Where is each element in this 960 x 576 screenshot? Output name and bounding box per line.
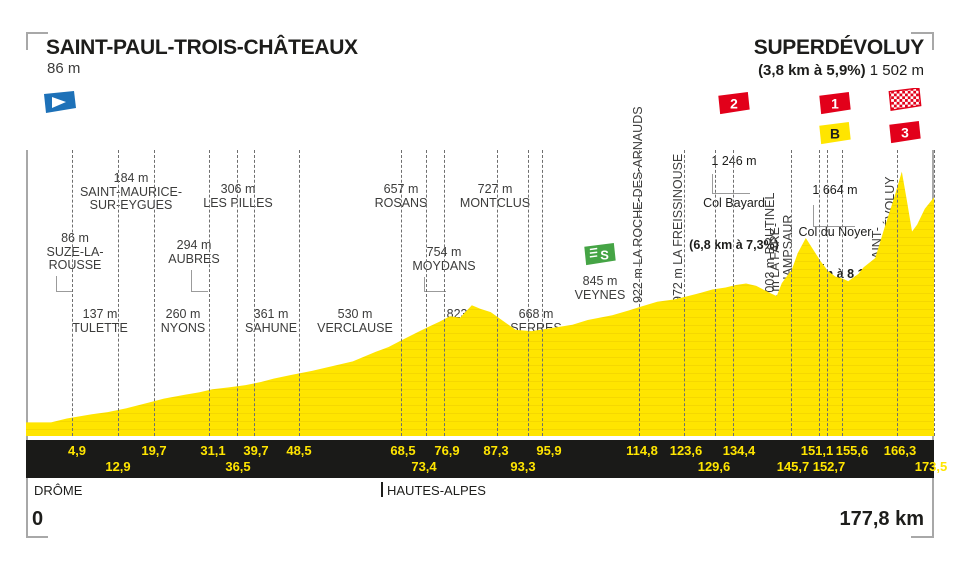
km-indicator-line bbox=[842, 150, 843, 436]
km-indicator-line bbox=[401, 150, 402, 436]
km-marker-label: 155,6 bbox=[835, 443, 869, 458]
km-marker-label: 145,7 bbox=[776, 459, 810, 474]
climb-gradient: (6,8 km à 7,3%) bbox=[689, 238, 779, 252]
svg-text:3: 3 bbox=[901, 125, 909, 141]
departement-separator bbox=[381, 482, 383, 497]
km-marker-label: 93,3 bbox=[510, 459, 536, 474]
climb-category-flag-2: 2 bbox=[717, 92, 751, 116]
town-label-aubres: 294 m AUBRES bbox=[168, 238, 220, 266]
km-indicator-line bbox=[715, 150, 716, 436]
town-label-nyons: 260 m NYONS bbox=[160, 307, 206, 335]
km-marker-label: 173,5 bbox=[914, 459, 948, 474]
leader-line-col-du-noyer bbox=[813, 205, 855, 227]
km-marker-label: 87,3 bbox=[483, 443, 509, 458]
start-altitude: 86 m bbox=[47, 60, 81, 77]
elevation-profile bbox=[26, 150, 934, 436]
km-marker-label: 4,9 bbox=[67, 443, 87, 458]
leader-line-moydans bbox=[424, 277, 446, 292]
frame-top-right-vertical bbox=[932, 32, 934, 50]
km-marker-label: 134,4 bbox=[722, 443, 756, 458]
town-label-montclus: 727 m MONTCLUS bbox=[459, 182, 531, 210]
climb-name: Col Bayard bbox=[703, 196, 765, 210]
km-marker-label: 19,7 bbox=[141, 443, 167, 458]
climb-category-flag-1: 1 bbox=[818, 92, 852, 116]
climb-category-flag-3: 3 bbox=[888, 121, 922, 145]
km-marker-label: 39,7 bbox=[243, 443, 269, 458]
start-distance-value: 0 bbox=[32, 508, 44, 530]
frame-top-left-vertical bbox=[26, 32, 28, 50]
km-indicator-line bbox=[791, 150, 792, 436]
km-indicator-line bbox=[733, 150, 734, 436]
km-marker-label: 76,9 bbox=[434, 443, 460, 458]
km-indicator-line bbox=[426, 150, 427, 436]
km-indicator-line bbox=[897, 150, 898, 436]
km-marker-label: 166,3 bbox=[883, 443, 917, 458]
svg-text:1: 1 bbox=[831, 96, 839, 112]
leader-line-suze-la-rousse bbox=[56, 276, 73, 292]
km-indicator-line bbox=[639, 150, 640, 436]
finish-climb-detail: (3,8 km à 5,9%) bbox=[758, 62, 866, 79]
km-indicator-line bbox=[934, 150, 935, 436]
finish-city-title: SUPERDÉVOLUY bbox=[753, 36, 925, 59]
km-indicator-line bbox=[299, 150, 300, 436]
km-indicator-line bbox=[819, 150, 820, 436]
climb-altitude: 1 246 m bbox=[711, 154, 757, 168]
km-marker-label: 95,9 bbox=[536, 443, 562, 458]
leader-line-aubres bbox=[191, 270, 208, 292]
km-indicator-line bbox=[154, 150, 155, 436]
km-marker-label: 152,7 bbox=[812, 459, 846, 474]
svg-text:S: S bbox=[600, 248, 609, 263]
departement-label-hautes-alpes: HAUTES-ALPES bbox=[387, 483, 486, 498]
km-indicator-line bbox=[827, 150, 828, 436]
km-indicator-line bbox=[684, 150, 685, 436]
km-marker-label: 36,5 bbox=[225, 459, 251, 474]
km-marker-label: 68,5 bbox=[390, 443, 416, 458]
km-marker-label: 123,6 bbox=[669, 443, 703, 458]
km-marker-label: 12,9 bbox=[105, 459, 131, 474]
km-marker-label: 129,6 bbox=[697, 459, 731, 474]
climb-altitude: 1 664 m bbox=[812, 183, 858, 197]
km-indicator-line bbox=[497, 150, 498, 436]
km-indicator-line bbox=[72, 150, 73, 436]
intermediate-sprint-icon: S bbox=[583, 243, 617, 267]
km-indicator-line bbox=[118, 150, 119, 436]
town-label-sahune: 361 m SAHUNE bbox=[244, 307, 298, 335]
frame-top-left-horizontal bbox=[26, 32, 48, 34]
finish-altitude: 1 502 m bbox=[869, 62, 924, 79]
town-label-tulette: 137 m TULETTE bbox=[72, 307, 128, 335]
departement-label-drome: DRÔME bbox=[34, 483, 83, 498]
finish-subtitle: (3,8 km à 5,9%) 1 502 m bbox=[758, 62, 924, 79]
town-label-veynes: 845 m VEYNES bbox=[574, 274, 626, 302]
km-indicator-line bbox=[528, 150, 529, 436]
km-indicator-line bbox=[237, 150, 238, 436]
km-marker-label: 151,1 bbox=[800, 443, 834, 458]
leader-line-col-bayard bbox=[712, 174, 750, 194]
start-flag-icon bbox=[42, 90, 78, 116]
frame-top-right-horizontal bbox=[911, 32, 933, 34]
total-distance-value: 177,8 km bbox=[839, 508, 924, 530]
frame-bottom-right bbox=[911, 536, 933, 538]
distance-bar: 4,9 12,9 19,7 31,1 36,5 39,7 48,5 68,5 73,4 76,9 8… bbox=[26, 440, 947, 478]
svg-text:B: B bbox=[830, 126, 840, 142]
town-label-suze-la-rousse: 86 m SUZE-LA- ROUSSE bbox=[46, 231, 104, 272]
km-indicator-line bbox=[444, 150, 445, 436]
km-marker-label: 114,8 bbox=[626, 443, 658, 458]
km-marker-label: 73,4 bbox=[411, 459, 437, 474]
km-indicator-line bbox=[542, 150, 543, 436]
km-indicator-line bbox=[209, 150, 210, 436]
km-marker-label: 31,1 bbox=[200, 443, 226, 458]
bonus-points-flag-b: B bbox=[818, 122, 852, 146]
town-label-verclause: 530 m VERCLAUSE bbox=[317, 307, 393, 335]
frame-bottom-left bbox=[26, 536, 48, 538]
checkered-finish-flag-icon bbox=[888, 88, 922, 112]
start-city-title: SAINT-PAUL-TROIS-CHÂTEAUX bbox=[46, 36, 358, 59]
climb-label-col-bayard: 1 246 m Col Bayard (6,8 km à 7,3%) bbox=[689, 126, 779, 280]
frame-left-vertical bbox=[26, 150, 28, 538]
svg-text:2: 2 bbox=[730, 96, 738, 112]
km-indicator-line bbox=[254, 150, 255, 436]
km-marker-label: 48,5 bbox=[286, 443, 312, 458]
climb-name: Col du Noyer bbox=[798, 225, 872, 239]
